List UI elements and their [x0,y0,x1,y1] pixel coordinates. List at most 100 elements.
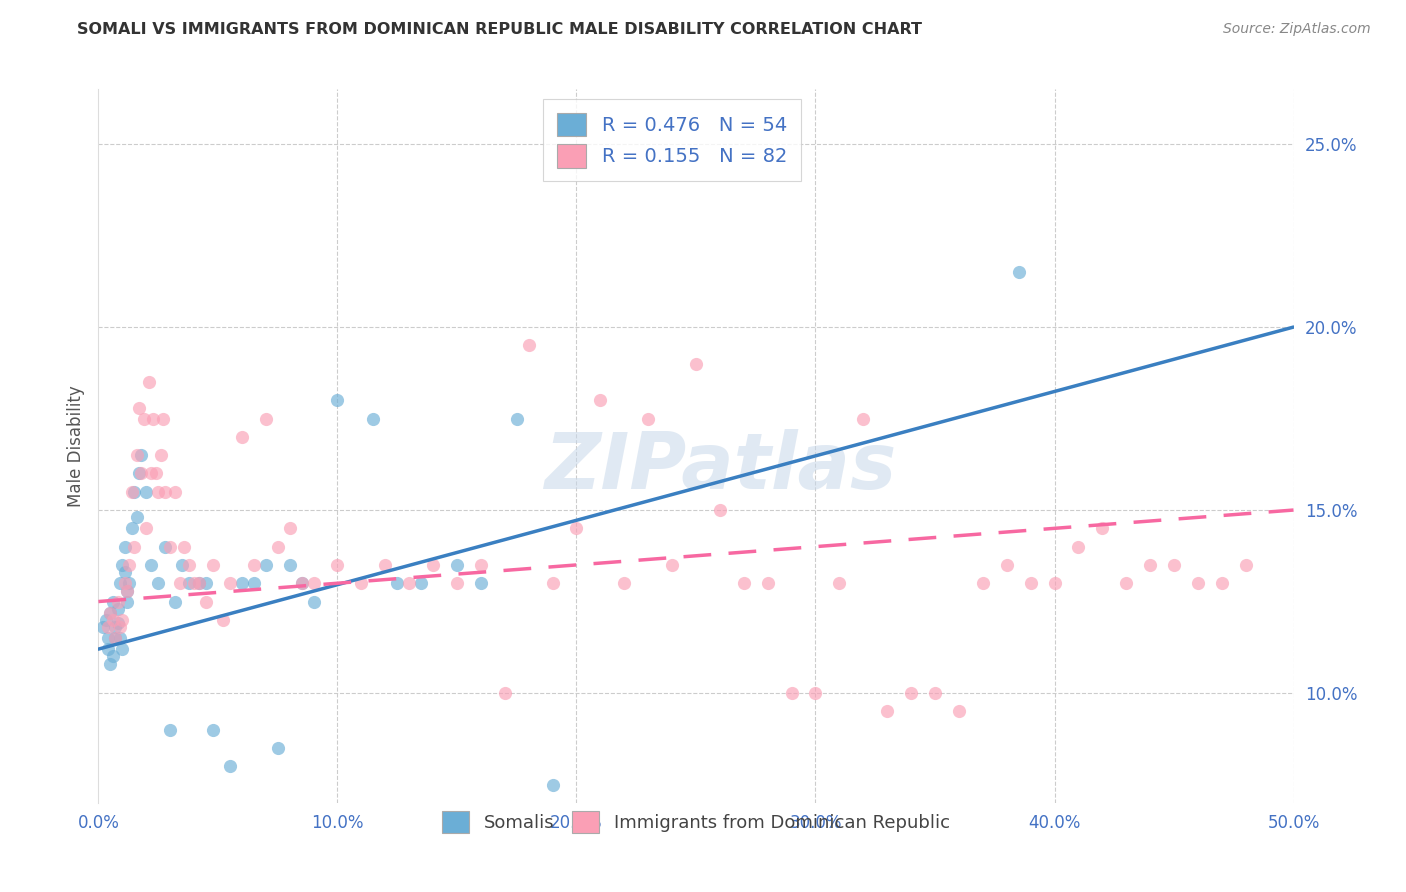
Point [541,777,564,791]
Point [709,503,731,517]
Point [804,686,827,700]
Point [149,448,172,462]
Point [780,686,803,700]
Point [267,740,290,755]
Point [613,576,636,591]
Point [1019,576,1042,591]
Point [108,620,131,634]
Point [108,631,131,645]
Point [1139,558,1161,572]
Point [155,540,177,554]
Point [97,631,120,645]
Point [97,620,120,634]
Point [756,576,779,591]
Point [187,576,209,591]
Point [422,558,444,572]
Y-axis label: Male Disability: Male Disability [66,385,84,507]
Point [138,375,160,389]
Point [219,759,242,773]
Point [326,393,349,408]
Point [124,484,146,499]
Point [828,576,851,591]
Point [104,631,127,645]
Point [291,576,314,591]
Point [195,594,218,608]
Point [104,620,127,634]
Point [254,411,277,425]
Point [125,510,148,524]
Point [278,521,301,535]
Point [148,576,170,591]
Point [118,558,141,572]
Point [148,484,170,499]
Point [1091,521,1114,535]
Point [128,467,150,481]
Point [278,558,301,572]
Point [98,657,122,671]
Point [733,576,755,591]
Point [159,540,181,554]
Point [202,723,225,737]
Point [108,576,131,591]
Point [159,723,181,737]
Point [155,484,177,499]
Point [661,558,683,572]
Point [1067,540,1090,554]
Point [128,401,150,415]
Point [101,649,124,664]
Point [900,686,922,700]
Point [152,411,174,425]
Point [195,576,218,591]
Point [111,613,134,627]
Point [254,558,277,572]
Point [446,576,468,591]
Point [326,558,349,572]
Point [948,704,970,718]
Text: ZIPatlas: ZIPatlas [544,429,896,506]
Point [470,576,492,591]
Legend: Somalis, Immigrants from Dominican Republic: Somalis, Immigrants from Dominican Repub… [432,800,960,844]
Point [145,467,167,481]
Text: SOMALI VS IMMIGRANTS FROM DOMINICAN REPUBLIC MALE DISABILITY CORRELATION CHART: SOMALI VS IMMIGRANTS FROM DOMINICAN REPU… [77,22,922,37]
Point [685,357,707,371]
Point [517,338,540,352]
Point [876,704,898,718]
Point [124,540,146,554]
Point [187,576,209,591]
Point [91,620,114,634]
Point [179,558,201,572]
Point [135,521,157,535]
Point [243,576,266,591]
Point [121,484,143,499]
Point [135,484,157,499]
Point [374,558,396,572]
Point [101,594,124,608]
Point [115,583,138,598]
Point [114,566,136,580]
Point [97,642,120,657]
Point [179,576,201,591]
Point [131,448,153,462]
Point [231,430,253,444]
Point [924,686,946,700]
Point [637,411,659,425]
Point [94,613,117,627]
Point [446,558,468,572]
Point [1234,558,1257,572]
Point [267,540,290,554]
Point [995,558,1018,572]
Point [411,576,433,591]
Point [114,540,136,554]
Point [470,558,492,572]
Point [121,521,143,535]
Point [202,558,225,572]
Point [169,576,191,591]
Point [211,613,233,627]
Point [107,616,129,631]
Point [98,606,122,620]
Point [1211,576,1233,591]
Point [1163,558,1185,572]
Point [589,393,612,408]
Point [114,576,136,591]
Point [398,576,420,591]
